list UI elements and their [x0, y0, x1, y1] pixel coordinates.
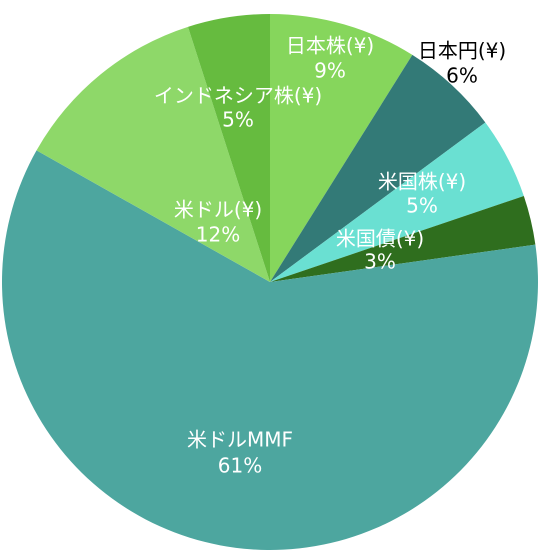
pie-slice: [36, 26, 271, 282]
slice-label: 日本円(¥): [418, 39, 506, 63]
slice-label: 日本株(¥): [286, 34, 374, 58]
slice-label: 米ドルMMF: [187, 428, 293, 452]
pie-slice: [1, 150, 538, 551]
slice-label: インドネシア株(¥): [154, 84, 322, 108]
slice-label: 米ドル(¥): [174, 198, 262, 222]
pie-slice: [270, 14, 413, 282]
value-label: 3%: [364, 250, 396, 274]
slice-label: 米国債(¥): [336, 227, 424, 251]
pie-slice: [270, 122, 524, 283]
value-label: 5%: [406, 194, 438, 218]
value-label: 12%: [196, 223, 240, 247]
pie-slice: [270, 196, 536, 282]
pie-slice: [270, 54, 486, 282]
value-label: 5%: [222, 108, 254, 132]
value-label: 61%: [218, 454, 262, 478]
value-label: 6%: [446, 64, 478, 88]
slice-label: 米国株(¥): [378, 170, 466, 194]
value-label: 9%: [314, 59, 346, 83]
pie-slice: [187, 14, 270, 282]
